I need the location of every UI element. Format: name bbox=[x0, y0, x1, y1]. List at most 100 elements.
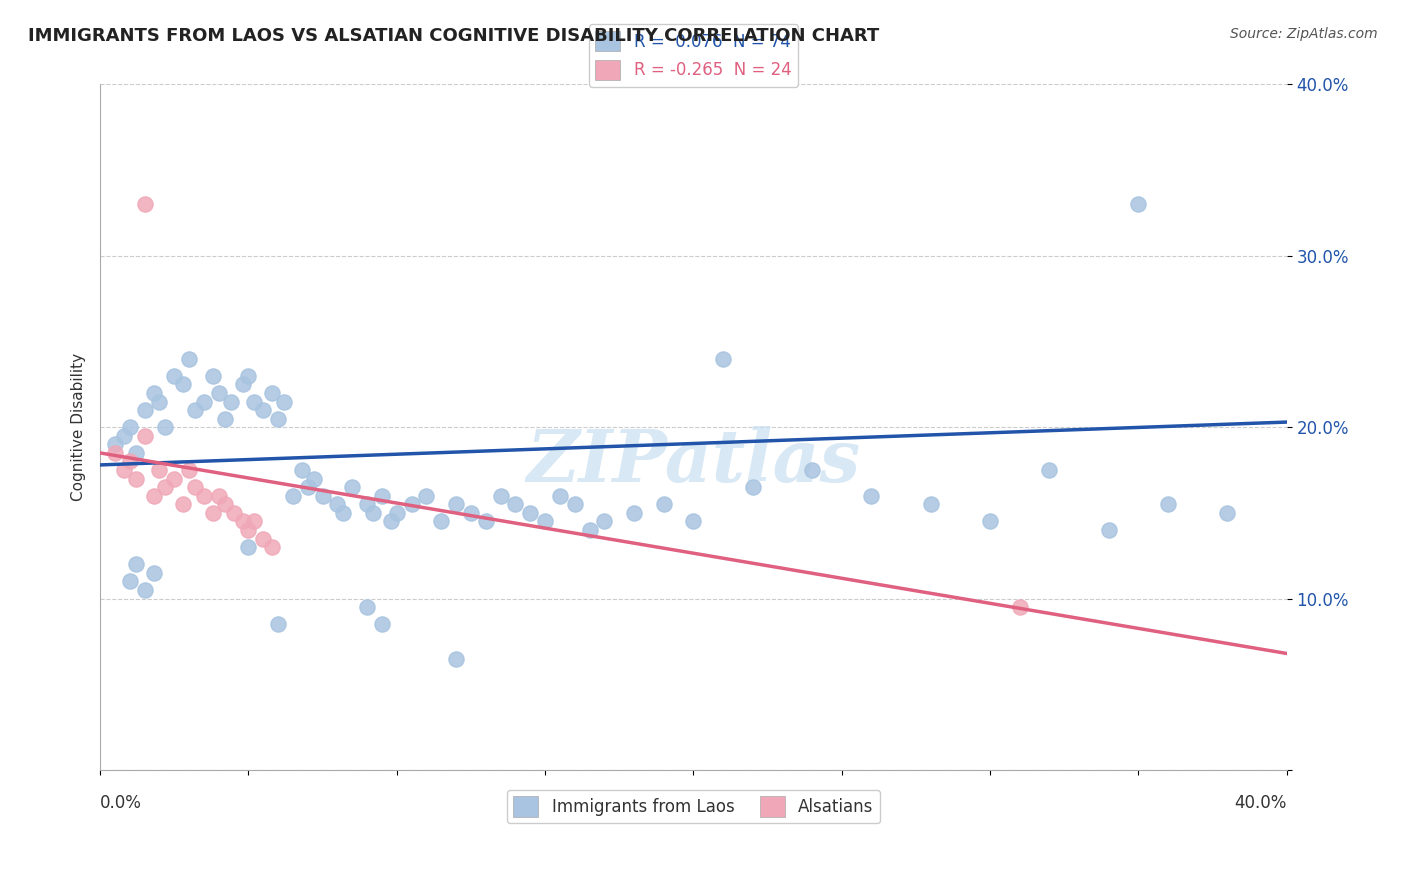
Point bbox=[548, 489, 571, 503]
Point bbox=[505, 497, 527, 511]
Point bbox=[519, 506, 541, 520]
Point bbox=[326, 497, 349, 511]
Point bbox=[361, 506, 384, 520]
Point bbox=[252, 403, 274, 417]
Point bbox=[118, 454, 141, 468]
Point bbox=[148, 463, 170, 477]
Point bbox=[430, 515, 453, 529]
Point bbox=[238, 368, 260, 383]
Point bbox=[163, 472, 186, 486]
Point bbox=[125, 446, 148, 460]
Text: 40.0%: 40.0% bbox=[1234, 794, 1286, 812]
Point bbox=[104, 446, 127, 460]
Point bbox=[1097, 523, 1119, 537]
Point bbox=[1157, 497, 1180, 511]
Point bbox=[231, 377, 253, 392]
Point bbox=[179, 463, 201, 477]
Point bbox=[172, 377, 194, 392]
Point bbox=[860, 489, 883, 503]
Point bbox=[460, 506, 482, 520]
Point bbox=[356, 600, 378, 615]
Point bbox=[281, 489, 304, 503]
Point bbox=[534, 515, 557, 529]
Point bbox=[222, 506, 245, 520]
Point bbox=[332, 506, 354, 520]
Point bbox=[243, 515, 266, 529]
Point bbox=[623, 506, 645, 520]
Point bbox=[179, 351, 201, 366]
Point bbox=[385, 506, 408, 520]
Point bbox=[163, 368, 186, 383]
Point bbox=[104, 437, 127, 451]
Point bbox=[142, 386, 165, 401]
Point bbox=[267, 411, 290, 425]
Point bbox=[801, 463, 824, 477]
Text: IMMIGRANTS FROM LAOS VS ALSATIAN COGNITIVE DISABILITY CORRELATION CHART: IMMIGRANTS FROM LAOS VS ALSATIAN COGNITI… bbox=[28, 27, 879, 45]
Point bbox=[142, 566, 165, 580]
Point bbox=[564, 497, 586, 511]
Point bbox=[302, 472, 325, 486]
Point bbox=[214, 411, 236, 425]
Point bbox=[979, 515, 1001, 529]
Point bbox=[371, 489, 394, 503]
Point bbox=[401, 497, 423, 511]
Point bbox=[155, 420, 177, 434]
Point bbox=[652, 497, 675, 511]
Point bbox=[444, 651, 467, 665]
Point bbox=[118, 574, 141, 589]
Point bbox=[297, 480, 319, 494]
Text: ZIPatlas: ZIPatlas bbox=[526, 426, 860, 497]
Point bbox=[489, 489, 512, 503]
Point bbox=[593, 515, 616, 529]
Point bbox=[371, 617, 394, 632]
Point bbox=[125, 558, 148, 572]
Point bbox=[273, 394, 295, 409]
Point bbox=[172, 497, 194, 511]
Point bbox=[252, 532, 274, 546]
Text: Source: ZipAtlas.com: Source: ZipAtlas.com bbox=[1230, 27, 1378, 41]
Point bbox=[711, 351, 734, 366]
Point bbox=[444, 497, 467, 511]
Point bbox=[262, 540, 284, 554]
Point bbox=[134, 403, 156, 417]
Point bbox=[1216, 506, 1239, 520]
Point bbox=[134, 582, 156, 597]
Point bbox=[193, 394, 215, 409]
Point bbox=[134, 429, 156, 443]
Point bbox=[920, 497, 942, 511]
Point bbox=[238, 523, 260, 537]
Point bbox=[578, 523, 600, 537]
Point bbox=[208, 386, 231, 401]
Point bbox=[1038, 463, 1060, 477]
Point bbox=[184, 480, 207, 494]
Text: 0.0%: 0.0% bbox=[100, 794, 142, 812]
Point bbox=[1008, 600, 1031, 615]
Y-axis label: Cognitive Disability: Cognitive Disability bbox=[72, 353, 86, 501]
Point bbox=[415, 489, 437, 503]
Point bbox=[380, 515, 402, 529]
Point bbox=[142, 489, 165, 503]
Point bbox=[741, 480, 763, 494]
Legend: Immigrants from Laos, Alsatians: Immigrants from Laos, Alsatians bbox=[506, 789, 880, 823]
Point bbox=[311, 489, 333, 503]
Point bbox=[243, 394, 266, 409]
Point bbox=[193, 489, 215, 503]
Point bbox=[214, 497, 236, 511]
Point bbox=[118, 420, 141, 434]
Point bbox=[201, 506, 224, 520]
Point bbox=[155, 480, 177, 494]
Point bbox=[134, 197, 156, 211]
Point bbox=[342, 480, 364, 494]
Point bbox=[125, 472, 148, 486]
Point bbox=[267, 617, 290, 632]
Point bbox=[219, 394, 242, 409]
Point bbox=[262, 386, 284, 401]
Point bbox=[112, 463, 135, 477]
Point bbox=[184, 403, 207, 417]
Point bbox=[148, 394, 170, 409]
Point bbox=[1128, 197, 1150, 211]
Point bbox=[356, 497, 378, 511]
Point bbox=[208, 489, 231, 503]
Point bbox=[291, 463, 314, 477]
Point bbox=[474, 515, 496, 529]
